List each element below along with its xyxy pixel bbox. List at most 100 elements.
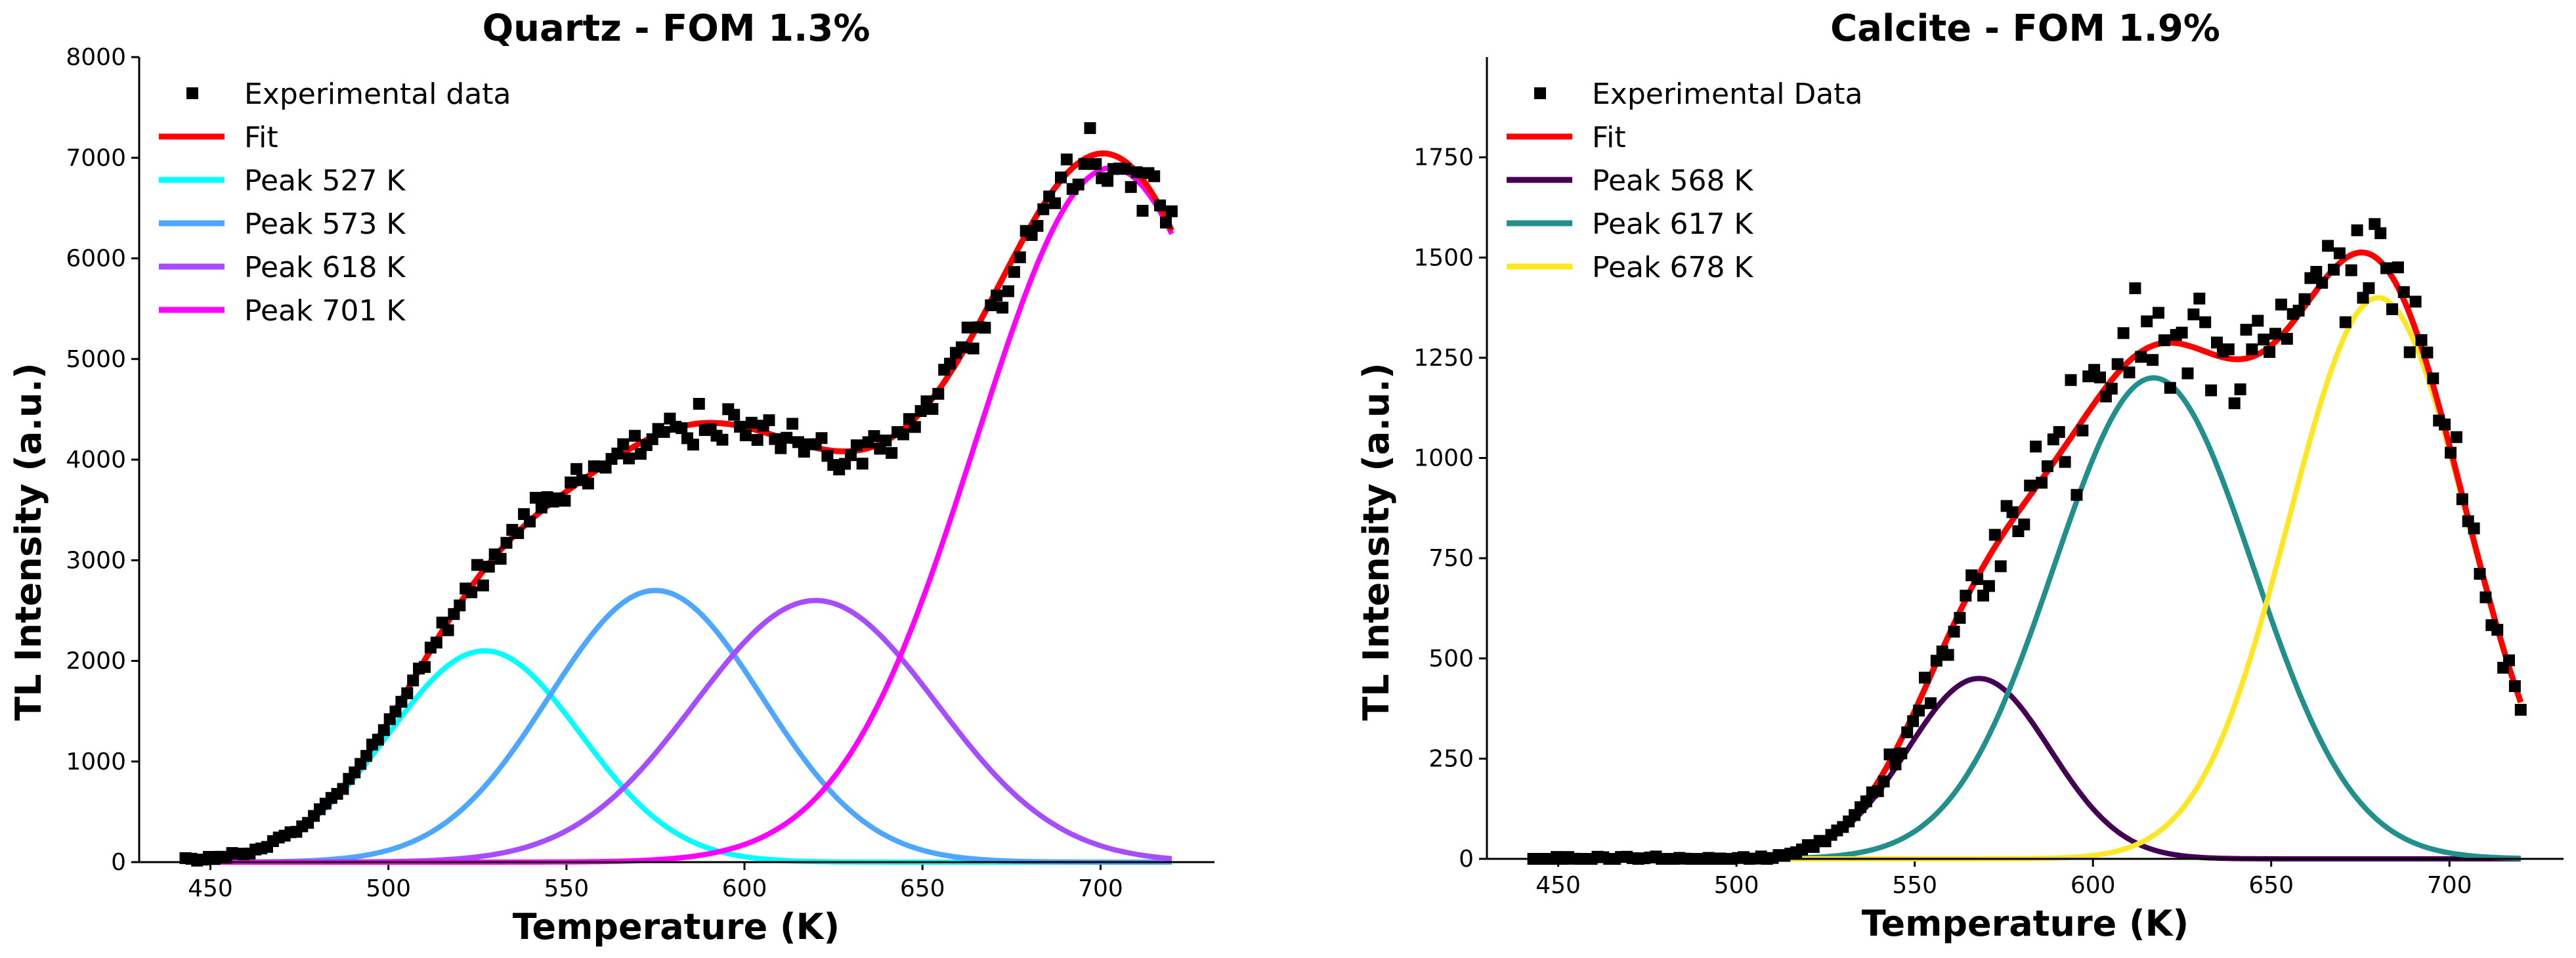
peak-curve-680 bbox=[1533, 295, 2523, 861]
data-point bbox=[1055, 171, 1067, 184]
data-point bbox=[2445, 446, 2457, 459]
data-point bbox=[465, 586, 478, 599]
data-point bbox=[2053, 425, 2065, 438]
data-point bbox=[2147, 354, 2159, 366]
data-point bbox=[815, 432, 828, 445]
data-point bbox=[2403, 346, 2416, 359]
y-tick-label: 250 bbox=[1428, 745, 1474, 772]
data-point bbox=[2065, 374, 2077, 386]
data-point bbox=[2071, 489, 2083, 501]
data-point bbox=[2030, 441, 2042, 453]
data-point bbox=[687, 439, 699, 451]
data-point bbox=[617, 438, 630, 450]
data-point bbox=[1948, 626, 1960, 638]
quartz-y-axis-label: TL Intensity (a.u.) bbox=[8, 362, 49, 720]
data-point bbox=[751, 434, 763, 446]
data-point bbox=[1090, 158, 1102, 170]
calcite-legend: Experimental Data Fit Peak 568 K Peak 617 K… bbox=[1507, 77, 1862, 284]
data-point bbox=[2275, 298, 2287, 311]
x-tick-label: 550 bbox=[544, 875, 590, 902]
calcite-y-axis-label: TL Intensity (a.u.) bbox=[1356, 362, 1397, 720]
y-tick-label: 500 bbox=[1428, 645, 1474, 672]
data-point bbox=[676, 422, 688, 435]
data-point bbox=[1049, 197, 1062, 209]
data-point bbox=[2123, 366, 2136, 379]
data-point bbox=[1025, 229, 1038, 241]
data-point bbox=[1994, 560, 2007, 573]
data-point bbox=[792, 436, 804, 448]
x-tick-label: 450 bbox=[1535, 872, 1581, 899]
data-point bbox=[2316, 276, 2329, 289]
fit-curve bbox=[1533, 250, 2524, 862]
calcite-axes bbox=[1486, 57, 2564, 860]
data-point bbox=[2205, 384, 2218, 397]
data-point bbox=[1878, 775, 1890, 788]
legend-label: Peak 678 K bbox=[1592, 251, 1753, 284]
data-point bbox=[2187, 308, 2200, 320]
data-point bbox=[985, 299, 997, 311]
data-point bbox=[389, 705, 402, 718]
data-point bbox=[2059, 456, 2071, 468]
data-point bbox=[2117, 327, 2130, 339]
data-point bbox=[909, 421, 921, 433]
data-point bbox=[1971, 573, 1984, 585]
y-tick-label: 5000 bbox=[66, 346, 126, 373]
legend-label: Fit bbox=[244, 121, 278, 154]
data-point bbox=[2439, 418, 2451, 431]
legend-label: Experimental Data bbox=[1592, 77, 1862, 111]
data-point bbox=[1883, 748, 1896, 760]
data-point bbox=[559, 494, 571, 507]
quartz-legend: Experimental data Fit Peak 527 K Peak 573 K… bbox=[159, 77, 511, 328]
data-point bbox=[2292, 305, 2305, 317]
data-point bbox=[2333, 247, 2346, 259]
data-point bbox=[1014, 251, 1026, 263]
y-tick-label: 6000 bbox=[66, 246, 126, 272]
data-point bbox=[454, 599, 466, 612]
data-point bbox=[856, 458, 869, 470]
x-tick-label: 700 bbox=[2427, 872, 2472, 899]
data-point bbox=[991, 290, 1003, 302]
legend-label: Peak 618 K bbox=[244, 251, 406, 284]
data-point bbox=[926, 403, 939, 415]
legend-label: Peak 573 K bbox=[244, 207, 406, 241]
x-tick-label: 650 bbox=[2248, 872, 2294, 899]
peak-curve-527 bbox=[185, 648, 1172, 865]
legend-label: Fit bbox=[1592, 121, 1626, 154]
data-point bbox=[2135, 351, 2147, 363]
x-tick-label: 600 bbox=[722, 875, 767, 902]
data-point bbox=[442, 624, 454, 636]
peak-curve-617 bbox=[1533, 375, 2521, 861]
data-point bbox=[2129, 282, 2141, 294]
calcite-data-points bbox=[1527, 218, 2527, 865]
data-point bbox=[407, 674, 419, 687]
data-point bbox=[781, 431, 793, 444]
data-point bbox=[494, 553, 507, 565]
data-point bbox=[646, 433, 658, 445]
data-point bbox=[1072, 179, 1084, 190]
data-point bbox=[2374, 227, 2387, 240]
data-point bbox=[1165, 205, 1178, 217]
data-point bbox=[2491, 624, 2504, 636]
x-tick-label: 700 bbox=[1078, 875, 1123, 902]
data-point bbox=[377, 724, 390, 736]
y-tick-label: 1750 bbox=[1413, 144, 1474, 171]
data-point bbox=[1008, 266, 1020, 278]
data-point bbox=[2503, 654, 2515, 666]
data-point bbox=[1907, 715, 1920, 728]
data-point bbox=[1872, 785, 1884, 797]
data-point bbox=[2076, 424, 2089, 437]
data-point bbox=[769, 433, 781, 445]
data-point bbox=[2158, 334, 2170, 347]
data-point bbox=[845, 449, 857, 462]
data-point bbox=[880, 434, 892, 446]
data-point bbox=[2322, 240, 2334, 252]
data-point bbox=[932, 387, 945, 400]
data-point bbox=[1148, 170, 1161, 183]
data-point bbox=[2006, 506, 2019, 519]
data-point bbox=[2228, 397, 2241, 410]
data-point bbox=[2211, 336, 2223, 349]
data-point bbox=[2036, 477, 2048, 489]
data-point bbox=[570, 463, 583, 475]
data-point bbox=[2199, 316, 2212, 328]
data-point bbox=[430, 636, 442, 649]
